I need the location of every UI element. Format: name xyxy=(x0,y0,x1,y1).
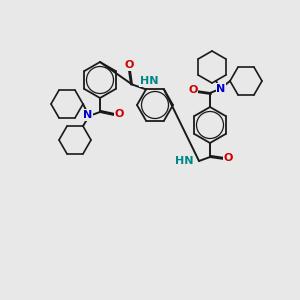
Text: O: O xyxy=(114,109,124,119)
Text: O: O xyxy=(223,153,233,163)
Text: N: N xyxy=(216,84,226,94)
Text: O: O xyxy=(124,60,134,70)
Text: HN: HN xyxy=(140,76,158,86)
Text: N: N xyxy=(83,110,93,120)
Text: O: O xyxy=(188,85,198,95)
Text: HN: HN xyxy=(176,156,194,166)
